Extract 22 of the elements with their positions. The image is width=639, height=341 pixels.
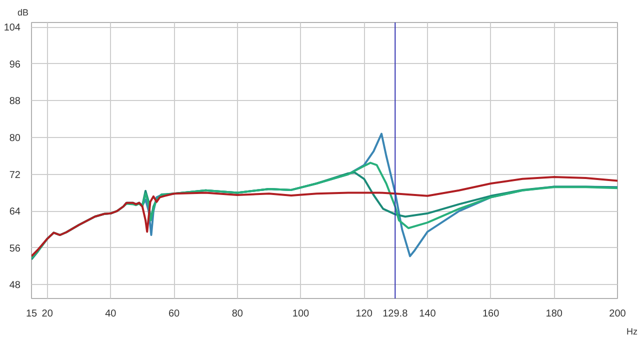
x-tick-label: 180 xyxy=(546,308,563,320)
y-tick-label: 56 xyxy=(9,243,21,254)
x-tick-label: 80 xyxy=(232,308,244,320)
x-tick-label: 160 xyxy=(482,308,500,320)
y-tick-label: 80 xyxy=(9,133,21,144)
x-tick-label: 200 xyxy=(609,308,626,320)
x-tick-label: 15 xyxy=(26,308,38,320)
x-tick-label: 40 xyxy=(105,308,117,320)
y-tick-label: 48 xyxy=(9,280,21,292)
x-tick-label: 100 xyxy=(292,308,310,320)
ref-line-label: 129.8 xyxy=(382,308,408,320)
y-tick-label: 72 xyxy=(9,170,21,181)
x-axis-title: Hz xyxy=(626,326,638,336)
y-tick-label: 104 xyxy=(4,22,21,34)
y-tick-label: 64 xyxy=(9,206,21,218)
x-tick-label: 140 xyxy=(419,308,436,320)
y-tick-label: 88 xyxy=(9,96,21,108)
x-tick-label: 120 xyxy=(356,308,373,320)
x-tick-label: 60 xyxy=(168,308,180,320)
x-tick-label: 20 xyxy=(42,308,54,320)
y-tick-label: 96 xyxy=(9,59,21,70)
y-axis-title: dB xyxy=(18,8,29,18)
